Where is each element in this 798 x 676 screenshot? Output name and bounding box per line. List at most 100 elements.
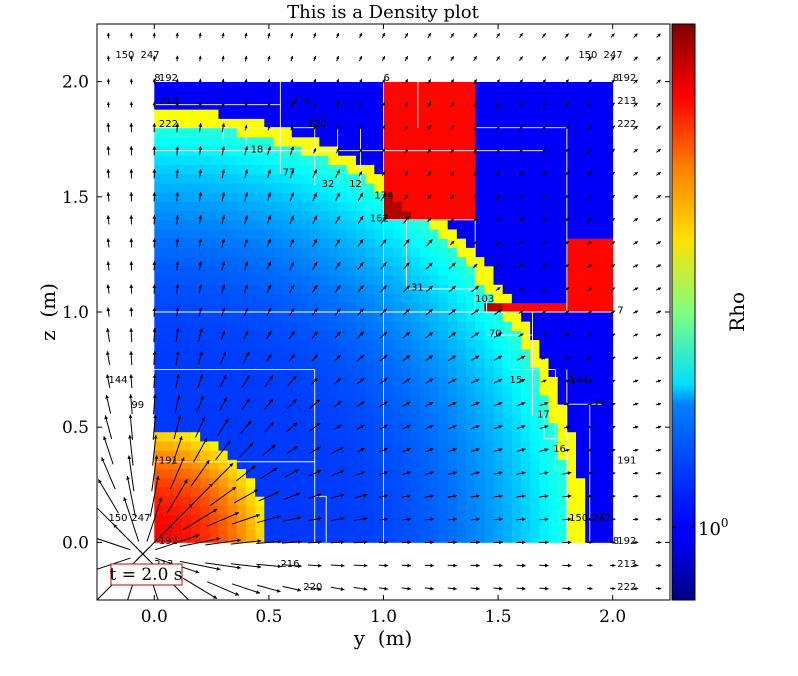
heatmap-cell <box>594 109 604 119</box>
heatmap-cell <box>347 100 357 110</box>
heatmap-cell <box>347 211 357 221</box>
heatmap-cell <box>237 155 247 165</box>
heatmap-cell <box>246 432 256 442</box>
heatmap-cell <box>218 478 228 488</box>
heatmap-cell <box>494 413 504 423</box>
heatmap-cell <box>154 312 164 322</box>
heatmap-cell <box>411 294 421 304</box>
heatmap-cell <box>182 404 192 414</box>
heatmap-cell <box>273 192 283 202</box>
heatmap-cell <box>512 155 522 165</box>
heatmap-cell <box>319 423 329 433</box>
heatmap-cell <box>494 303 504 313</box>
heatmap-cell <box>264 432 274 442</box>
heatmap-cell <box>466 183 476 193</box>
heatmap-cell <box>283 294 293 304</box>
heatmap-cell <box>512 303 522 313</box>
heatmap-cell <box>292 183 302 193</box>
heatmap-cell <box>283 349 293 359</box>
heatmap-cell <box>237 211 247 221</box>
heatmap-cell <box>411 413 421 423</box>
heatmap-cell <box>246 321 256 331</box>
heatmap-cell <box>503 165 513 175</box>
heatmap-cell <box>549 349 559 359</box>
heatmap-cell <box>319 109 329 119</box>
heatmap-cell <box>319 220 329 230</box>
heatmap-cell <box>530 367 540 377</box>
heatmap-cell <box>374 413 384 423</box>
heatmap-cell <box>411 238 421 248</box>
heatmap-cell <box>182 201 192 211</box>
heatmap-cell <box>457 294 467 304</box>
heatmap-cell <box>301 174 311 184</box>
block-id-label: 99 <box>131 400 144 411</box>
heatmap-cell <box>439 91 449 101</box>
heatmap-cell <box>429 367 439 377</box>
heatmap-cell <box>411 82 421 92</box>
heatmap-cell <box>420 413 430 423</box>
heatmap-cell <box>512 91 522 101</box>
heatmap-cell <box>466 312 476 322</box>
heatmap-cell <box>503 294 513 304</box>
heatmap-cell <box>319 266 329 276</box>
heatmap-cell <box>439 423 449 433</box>
heatmap-cell <box>494 294 504 304</box>
heatmap-cell <box>283 229 293 239</box>
heatmap-cell <box>393 469 403 479</box>
heatmap-cell <box>585 174 595 184</box>
heatmap-cell <box>200 266 210 276</box>
heatmap-cell <box>154 294 164 304</box>
heatmap-cell <box>594 100 604 110</box>
heatmap-cell <box>439 303 449 313</box>
heatmap-cell <box>154 423 164 433</box>
heatmap-cell <box>503 478 513 488</box>
heatmap-cell <box>365 266 375 276</box>
heatmap-cell <box>292 294 302 304</box>
heatmap-cell <box>191 183 201 193</box>
heatmap-cell <box>328 238 338 248</box>
heatmap-cell <box>301 211 311 221</box>
heatmap-cell <box>439 386 449 396</box>
heatmap-cell <box>457 238 467 248</box>
heatmap-cell <box>503 441 513 451</box>
heatmap-cell <box>328 303 338 313</box>
heatmap-cell <box>237 349 247 359</box>
heatmap-cell <box>466 192 476 202</box>
heatmap-cell <box>338 174 348 184</box>
heatmap-cell <box>209 91 219 101</box>
heatmap-cell <box>374 91 384 101</box>
heatmap-cell <box>228 294 238 304</box>
heatmap-cell <box>347 82 357 92</box>
block-id-label: 8 <box>613 536 619 547</box>
heatmap-cell <box>191 247 201 257</box>
heatmap-cell <box>384 321 394 331</box>
heatmap-cell <box>310 358 320 368</box>
heatmap-cell <box>163 229 173 239</box>
heatmap-cell <box>576 321 586 331</box>
heatmap-cell <box>264 404 274 414</box>
heatmap-cell <box>319 312 329 322</box>
heatmap-cell <box>264 155 274 165</box>
heatmap-cell <box>484 82 494 92</box>
heatmap-cell <box>228 432 238 442</box>
heatmap-cell <box>503 496 513 506</box>
heatmap-cell <box>209 487 219 497</box>
heatmap-cell <box>292 82 302 92</box>
heatmap-cell <box>163 340 173 350</box>
heatmap-cell <box>503 423 513 433</box>
heatmap-cell <box>439 109 449 119</box>
heatmap-cell <box>255 496 265 506</box>
heatmap-cell <box>558 487 568 497</box>
heatmap-cell <box>594 257 604 267</box>
heatmap-cell <box>558 478 568 488</box>
heatmap-cell <box>182 330 192 340</box>
heatmap-cell <box>292 404 302 414</box>
heatmap-cell <box>484 100 494 110</box>
heatmap-cell <box>576 478 586 488</box>
heatmap-cell <box>448 432 458 442</box>
heatmap-cell <box>182 266 192 276</box>
block-id-label: 70 <box>489 329 502 340</box>
y-tick-label: 1.0 <box>62 303 89 323</box>
heatmap-cell <box>457 367 467 377</box>
heatmap-cell <box>301 275 311 285</box>
